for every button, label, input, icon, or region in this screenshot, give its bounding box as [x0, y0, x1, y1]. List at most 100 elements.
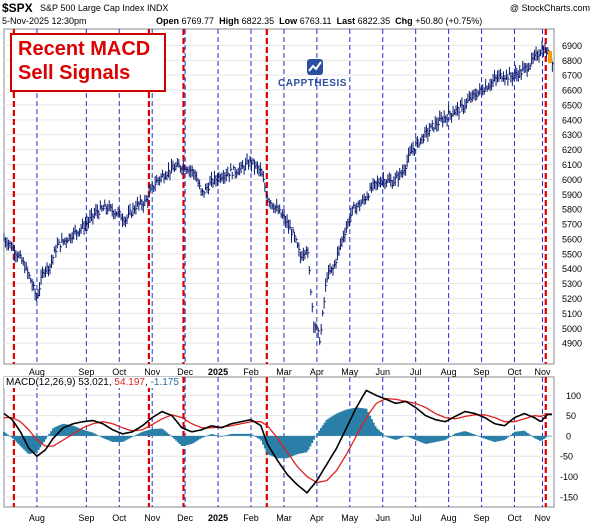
histogram-bar	[278, 435, 281, 459]
histogram-bar	[316, 433, 319, 436]
histogram-bar	[466, 432, 469, 436]
histogram-bar	[385, 435, 388, 437]
histogram-bar	[260, 435, 263, 441]
histogram-bar	[301, 435, 305, 454]
histogram-bar	[426, 435, 430, 444]
histogram-bar	[140, 432, 143, 436]
price-bars	[3, 40, 554, 345]
histogram-bar	[30, 435, 33, 454]
price-y-tick: 5800	[562, 205, 582, 215]
histogram-bar	[368, 415, 372, 436]
histogram-bar	[464, 431, 468, 436]
histogram-bar	[521, 430, 524, 436]
histogram-bar	[233, 433, 236, 436]
histogram-bar	[251, 434, 254, 436]
histogram-bar	[367, 412, 370, 436]
histogram-bar	[178, 435, 181, 445]
histogram-bar	[501, 435, 504, 441]
histogram-bar	[97, 435, 100, 436]
open-label: Open	[156, 16, 180, 26]
histogram-bar	[271, 435, 274, 457]
histogram-bar	[160, 428, 163, 436]
histogram-bar	[472, 434, 475, 436]
histogram-bar	[187, 435, 190, 445]
histogram-bar	[68, 424, 71, 436]
histogram-bar	[80, 429, 84, 436]
histogram-bar	[99, 435, 102, 437]
price-y-tick: 6100	[562, 160, 582, 170]
histogram-bar	[167, 434, 171, 436]
histogram-bar	[73, 426, 76, 436]
macd-y-tick: -150	[560, 492, 578, 502]
histogram-bar	[84, 430, 87, 436]
histogram-bar	[483, 435, 486, 439]
histogram-bar	[307, 435, 310, 450]
histogram-bar	[176, 435, 180, 443]
histogram-bar	[502, 435, 506, 441]
price-y-tick: 5400	[562, 264, 582, 274]
histogram-bar	[10, 435, 13, 438]
histogram-bar	[470, 433, 473, 436]
histogram-bar	[403, 435, 406, 437]
macd-x-tick: Mar	[276, 513, 292, 523]
histogram-bar	[448, 435, 451, 438]
histogram-bar	[89, 432, 93, 436]
histogram-bar	[55, 426, 58, 436]
histogram-bar	[95, 434, 98, 436]
histogram-bar	[421, 435, 424, 443]
histogram-bar	[528, 434, 531, 436]
histogram-bar	[412, 435, 415, 440]
histogram-bar	[484, 435, 488, 440]
histogram-bar	[149, 429, 152, 436]
histogram-bar	[446, 435, 449, 439]
price-x-tick: 2025	[208, 367, 228, 377]
high-label: High	[219, 16, 240, 26]
histogram-bar	[300, 435, 303, 454]
histogram-bar	[294, 435, 297, 455]
histogram-bar	[118, 435, 122, 442]
macd-x-tick: Oct	[112, 513, 127, 523]
histogram-bar	[263, 435, 267, 449]
price-x-tick: Aug	[29, 367, 45, 377]
histogram-bar	[37, 435, 40, 450]
macd-x-tick: May	[341, 513, 359, 523]
histogram-bar	[495, 435, 498, 442]
histogram-bar	[158, 428, 161, 436]
histogram-bar	[352, 408, 355, 436]
histogram-bar	[287, 435, 290, 458]
histogram-bar	[455, 433, 459, 436]
histogram-bar	[387, 435, 390, 438]
low-label: Low	[279, 16, 298, 26]
price-x-tick: Jul	[410, 367, 422, 377]
histogram-bar	[475, 435, 478, 436]
histogram-bar	[135, 434, 138, 436]
histogram-bar	[3, 431, 6, 436]
histogram-bar	[91, 432, 94, 436]
histogram-bar	[53, 427, 56, 436]
histogram-bar	[57, 425, 60, 436]
macd-y-tick: 50	[566, 411, 576, 421]
histogram-bar	[274, 435, 277, 458]
macd-x-tick: Nov	[144, 513, 161, 523]
price-y-tick: 6300	[562, 130, 582, 140]
price-y-tick: 6200	[562, 145, 582, 155]
macd-y-tick: 0	[566, 431, 571, 441]
histogram-bar	[330, 416, 334, 436]
last-value: 6822.35	[357, 16, 391, 26]
macd-x-tick: Jul	[410, 513, 422, 523]
macd-x-tick: Dec	[177, 513, 194, 523]
histogram-bar	[515, 431, 518, 436]
histogram-bar	[517, 431, 520, 436]
histogram-bar	[292, 435, 296, 456]
histogram-bar	[254, 435, 257, 437]
histogram-bar	[33, 435, 36, 453]
histogram-bar	[540, 435, 544, 441]
histogram-bar	[50, 431, 53, 436]
sell-signal-callout: Recent MACD Sell Signals	[10, 33, 166, 92]
brand-link[interactable]: @ StockCharts.com	[509, 3, 590, 13]
histogram-bar	[370, 419, 373, 436]
low-value: 6763.11	[299, 16, 332, 26]
macd-x-tick: Jun	[375, 513, 390, 523]
histogram-bar	[175, 435, 178, 441]
price-y-tick: 5900	[562, 190, 582, 200]
